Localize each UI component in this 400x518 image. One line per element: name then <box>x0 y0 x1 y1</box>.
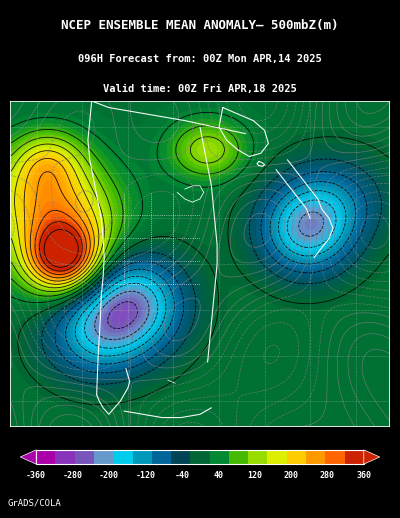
Text: -280: -280 <box>62 471 82 480</box>
Bar <box>152 450 171 464</box>
Bar <box>344 450 364 464</box>
Text: 40: 40 <box>213 471 223 480</box>
Bar <box>36 450 56 464</box>
Bar <box>229 450 248 464</box>
Polygon shape <box>364 450 380 464</box>
Bar <box>325 450 344 464</box>
Bar <box>210 450 229 464</box>
Text: -40: -40 <box>174 471 189 480</box>
Bar <box>306 450 325 464</box>
Bar <box>268 450 287 464</box>
Bar <box>132 450 152 464</box>
Text: 200: 200 <box>284 471 298 480</box>
Text: -200: -200 <box>99 471 119 480</box>
Text: NCEP ENSEMBLE MEAN ANOMALY– 500mbZ(m): NCEP ENSEMBLE MEAN ANOMALY– 500mbZ(m) <box>61 19 339 32</box>
Text: -120: -120 <box>135 471 155 480</box>
Bar <box>190 450 210 464</box>
Text: 096H Forecast from: 00Z Mon APR,14 2025: 096H Forecast from: 00Z Mon APR,14 2025 <box>78 54 322 64</box>
Bar <box>113 450 132 464</box>
Bar <box>56 450 75 464</box>
Text: GrADS/COLA: GrADS/COLA <box>8 498 62 507</box>
Bar <box>36 450 364 464</box>
Bar <box>94 450 113 464</box>
Polygon shape <box>20 450 36 464</box>
Text: 360: 360 <box>356 471 371 480</box>
Bar <box>248 450 268 464</box>
Bar <box>171 450 190 464</box>
Bar <box>287 450 306 464</box>
Bar <box>75 450 94 464</box>
Text: -360: -360 <box>26 471 46 480</box>
Text: Valid time: 00Z Fri APR,18 2025: Valid time: 00Z Fri APR,18 2025 <box>103 84 297 94</box>
Text: 280: 280 <box>320 471 335 480</box>
Text: 120: 120 <box>247 471 262 480</box>
